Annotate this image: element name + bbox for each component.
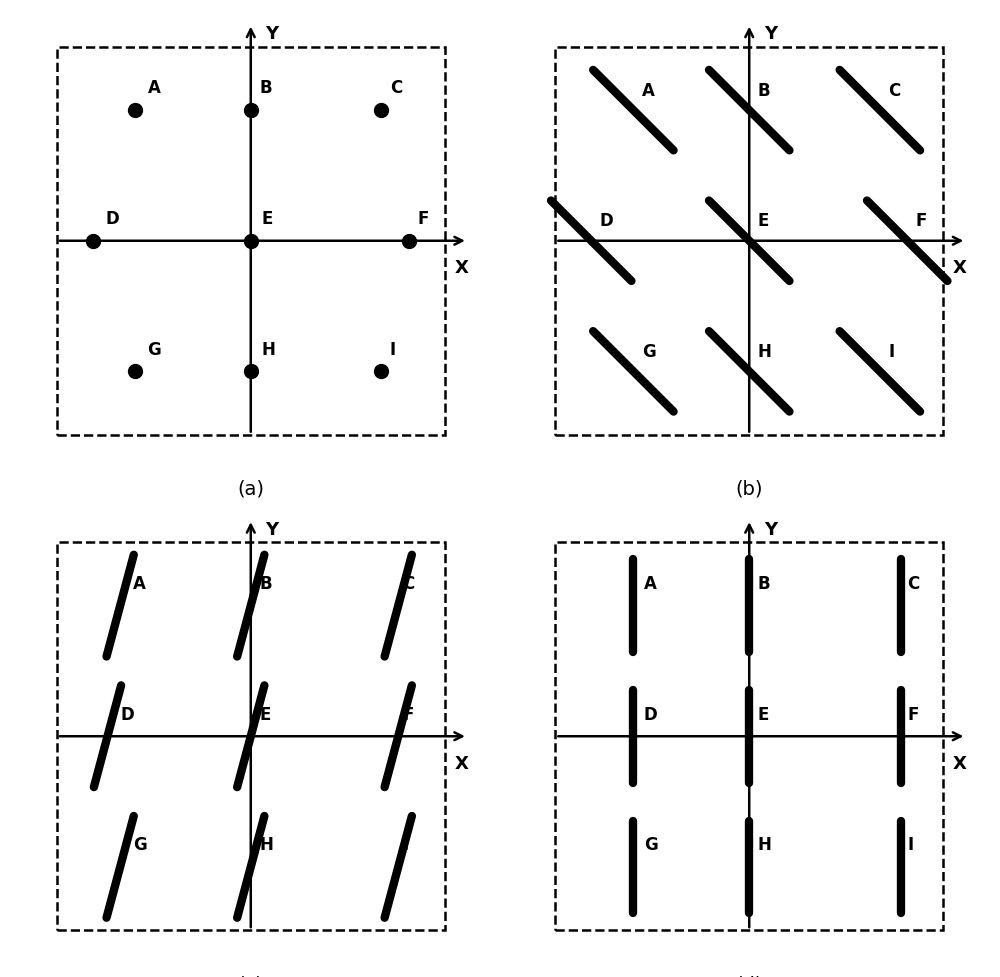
Text: D: D [644,705,658,724]
Text: G: G [148,341,161,359]
Text: C: C [888,82,901,100]
Text: G: G [642,343,656,361]
Text: I: I [907,836,913,854]
Text: F: F [417,210,429,228]
Text: B: B [259,79,272,98]
Text: B: B [259,575,272,593]
Text: A: A [642,82,655,100]
Text: (d): (d) [735,975,763,977]
Text: H: H [259,836,273,854]
Text: B: B [758,575,770,593]
Text: C: C [402,575,415,593]
Text: X: X [953,259,967,277]
Text: Y: Y [764,25,777,43]
Text: F: F [916,212,927,231]
Text: D: D [600,212,613,231]
Text: (a): (a) [237,480,264,498]
Text: X: X [455,754,468,773]
Text: G: G [644,836,658,854]
Text: A: A [644,575,657,593]
Bar [57,47,445,435]
Text: E: E [259,705,271,724]
Text: B: B [758,82,770,100]
Text: E: E [758,705,769,724]
Text: (b): (b) [735,480,763,498]
Text: F: F [402,705,414,724]
Text: Y: Y [265,521,278,538]
Text: H: H [261,341,275,359]
Text: I: I [390,341,396,359]
Text: Y: Y [265,25,278,43]
Text: F: F [907,705,919,724]
Text: E: E [261,210,273,228]
Bar [555,47,943,435]
Text: A: A [148,79,160,98]
Text: X: X [953,754,967,773]
Bar [555,542,943,930]
Text: D: D [120,705,134,724]
Text: I: I [402,836,409,854]
Text: I: I [888,343,894,361]
Text: C: C [907,575,919,593]
Text: X: X [455,259,468,277]
Text: E: E [758,212,769,231]
Text: C: C [390,79,402,98]
Text: H: H [758,343,772,361]
Text: Y: Y [764,521,777,538]
Text: G: G [133,836,147,854]
Text: D: D [105,210,119,228]
Text: (c): (c) [238,975,264,977]
Bar [57,542,445,930]
Text: A: A [133,575,146,593]
Text: H: H [758,836,772,854]
